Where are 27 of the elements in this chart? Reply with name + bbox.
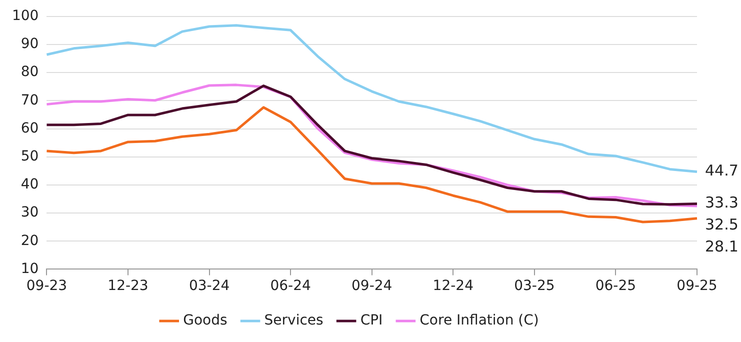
- y-tick-label: 20: [20, 232, 39, 249]
- x-tick-label: 12-24: [432, 278, 474, 294]
- x-tick-label: 03-25: [514, 278, 555, 294]
- x-tick-label: 09-23: [26, 278, 68, 294]
- y-tick-label: 80: [20, 64, 39, 80]
- y-tick-label: 60: [20, 120, 39, 136]
- y-tick-label: 70: [20, 92, 39, 108]
- x-tick-label: 12-23: [108, 278, 148, 294]
- x-tick-label: 09-24: [352, 278, 392, 294]
- legend-label: CPI: [360, 312, 383, 329]
- data-label: 32.5: [705, 216, 738, 234]
- y-tick-label: 100: [12, 8, 39, 24]
- data-label: 28.1: [705, 238, 738, 256]
- x-tick-label: 06-24: [270, 278, 312, 294]
- y-tick-label: 30: [20, 204, 39, 221]
- legend-label: Services: [264, 312, 324, 329]
- data-label: 33.3: [705, 194, 738, 212]
- y-tick-label: 10: [20, 260, 39, 277]
- y-tick-label: 50: [20, 148, 39, 164]
- x-tick-label: 09-25: [676, 278, 718, 294]
- x-tick-label: 06-25: [595, 278, 636, 294]
- data-label: 44.7: [705, 162, 738, 180]
- y-tick-label: 40: [20, 176, 39, 193]
- legend-label: Goods: [183, 312, 228, 329]
- y-tick-label: 90: [20, 36, 39, 52]
- x-tick-label: 03-24: [188, 278, 230, 294]
- legend-label: Core Inflation (C): [420, 312, 539, 329]
